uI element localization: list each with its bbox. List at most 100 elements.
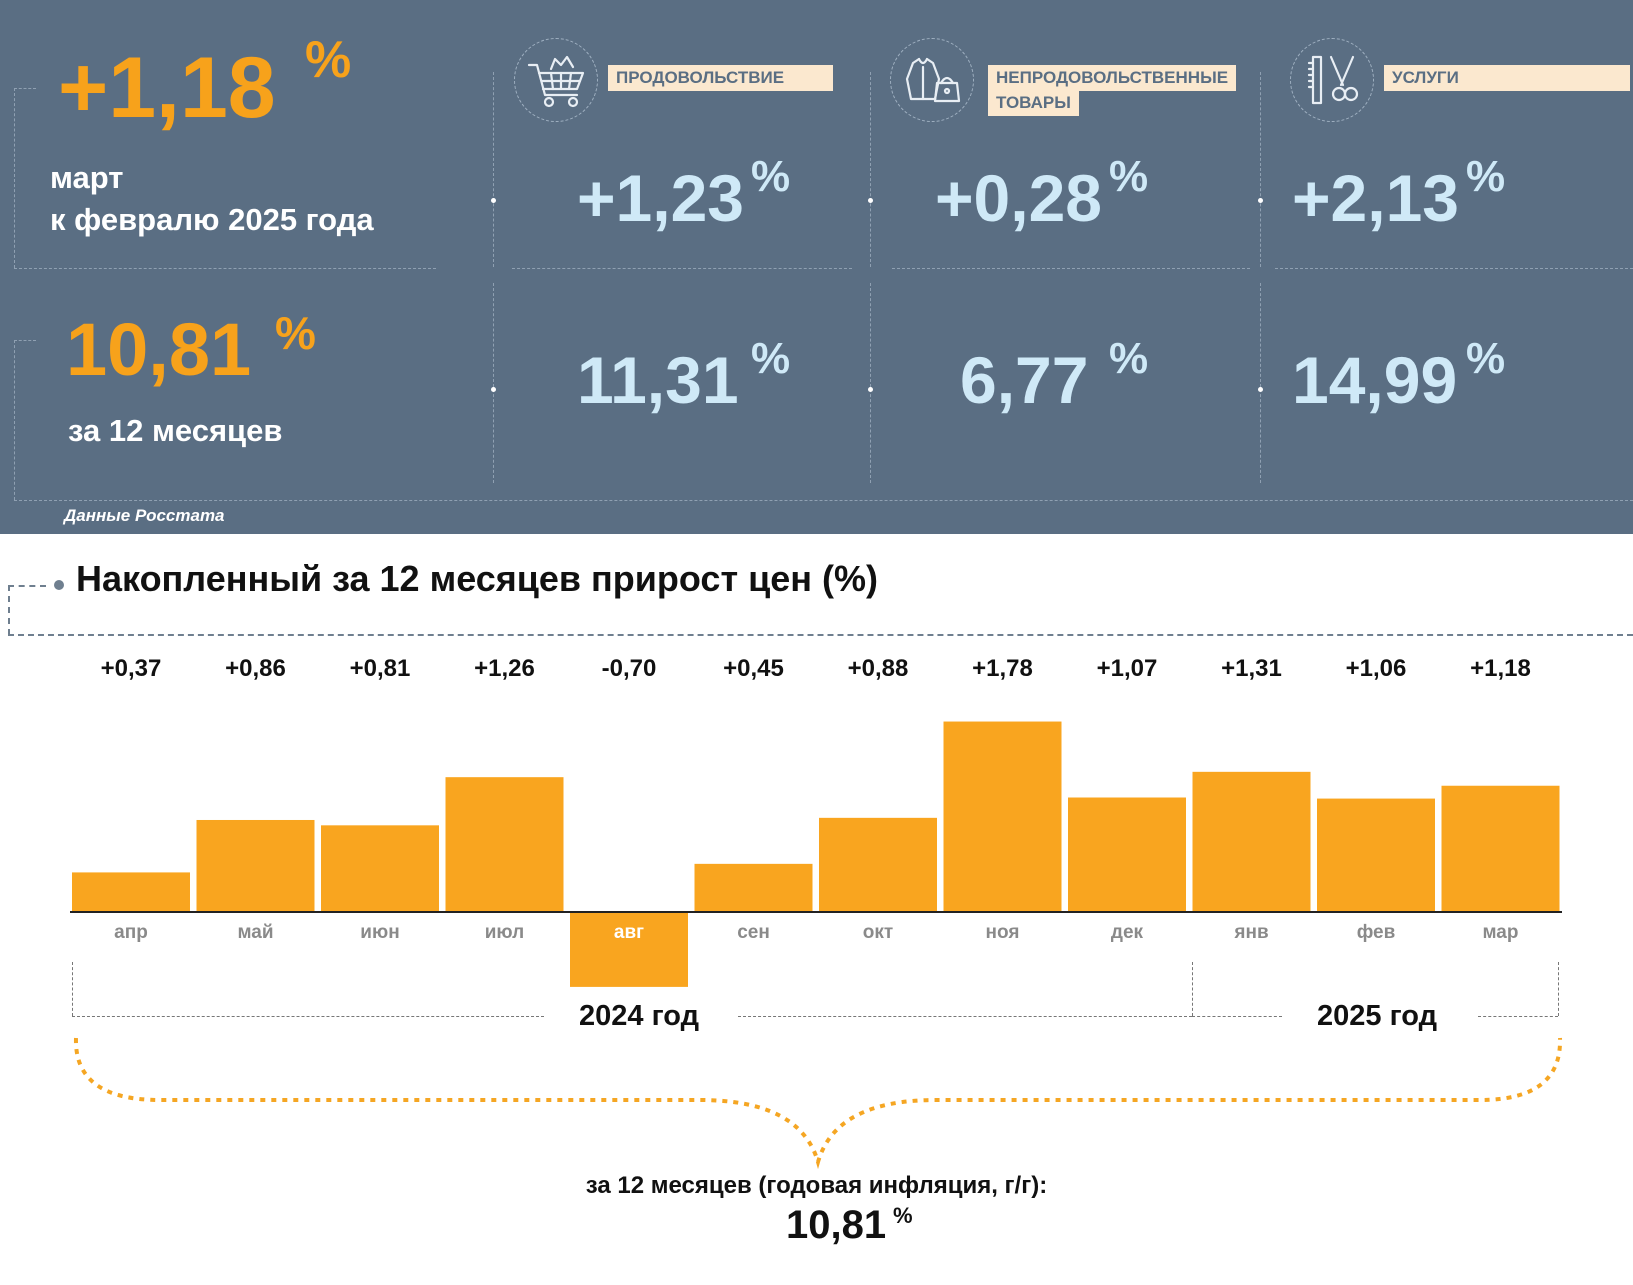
annual-inflation-value: 10,81 [66,308,252,391]
bar-chart: +0,37 апр +0,86 май +0,81 июн +1,26 июл -0,70 авг… [70,655,1562,987]
year-bracket [1558,962,1559,1016]
bar-май [196,819,315,912]
food-monthly-unit: % [751,152,791,201]
category-nonfood-label-line1: НЕПРОДОВОЛЬСТВЕННЫЕ [988,65,1237,91]
bar-сен [694,863,813,912]
bar-янв [1192,771,1311,912]
frame-line [870,283,871,483]
value-label-ноя: +1,78 [972,655,1033,682]
frame-line [1275,268,1633,269]
nonfood-annual-unit: % [1109,334,1149,383]
frame-line [493,283,494,483]
frame-line [14,88,15,268]
title-connector [8,585,10,635]
month-label-окт: окт [863,922,893,943]
category-food-label: ПРОДОВОЛЬСТВИЕ [608,65,833,91]
year-bracket [1192,962,1193,1016]
year-bracket [1478,1016,1558,1017]
frame-line [512,268,852,269]
annual-inflation-unit: % [275,307,316,359]
food-monthly-value: +1,23 [577,161,744,235]
total-unit: % [893,1203,913,1228]
month-label-май: май [237,922,273,943]
frame-line [1260,283,1261,483]
bar-дек [1068,797,1186,912]
monthly-inflation-unit: % [305,31,352,89]
year-bracket [72,1016,544,1017]
food-annual-value: 11,31 [577,343,739,417]
month-label-июн: июн [360,922,399,943]
frame-line [14,500,1633,501]
month-label-июл: июл [485,922,525,943]
food-annual-unit: % [751,334,791,383]
source-note: Данные Росстата [64,506,225,525]
year-bracket [72,962,73,1016]
category-nonfood-label-line2: ТОВАРЫ [988,90,1079,116]
nonfood-monthly-unit: % [1109,152,1149,201]
value-label-авг: -0,70 [602,655,657,682]
row-bullet [1258,387,1263,392]
value-label-окт: +0,88 [848,655,909,682]
monthly-period-line2: к февралю 2025 года [50,202,374,237]
bar-авг [570,912,688,987]
month-label-мар: мар [1483,922,1519,943]
clothing-bag-icon [905,57,961,103]
month-label-фев: фев [1357,922,1396,943]
bar-ноя [943,721,1062,912]
nonfood-icon-frame [890,38,974,122]
total-value: 10,81 [786,1203,887,1247]
services-monthly-value: +2,13 [1292,161,1459,235]
annual-period-label: за 12 месяцев [68,413,283,448]
year-bracket [738,1016,1192,1017]
frame-line [14,340,36,341]
nonfood-monthly-value: +0,28 [935,161,1102,235]
monthly-inflation-value: +1,18 [58,40,276,136]
bar-апр [72,872,190,912]
value-label-май: +0,86 [225,655,286,682]
month-label-апр: апр [114,922,148,943]
row-bullet [1258,198,1263,203]
bar-июн [321,825,439,912]
frame-line [892,268,1250,269]
chart-title: Накопленный за 12 месяцев прирост цен (%… [76,558,878,599]
category-services-label: УСЛУГИ [1384,65,1630,91]
value-label-июн: +0,81 [350,655,411,682]
month-label-дек: дек [1111,922,1144,943]
month-label-авг: авг [614,922,644,943]
row-bullet [491,387,496,392]
title-underline [8,634,1633,636]
value-label-фев: +1,06 [1346,655,1407,682]
bar-июл [445,777,564,912]
frame-line [14,88,36,89]
monthly-period-line1: март [50,160,124,195]
title-connector [8,585,46,587]
bar-мар [1441,785,1560,912]
food-icon-frame [514,38,598,122]
value-label-мар: +1,18 [1470,655,1531,682]
year-label-2024: 2024 год [579,1000,700,1032]
value-label-янв: +1,31 [1221,655,1282,682]
month-label-сен: сен [737,922,770,943]
services-annual-unit: % [1466,334,1506,383]
total-brace [73,1037,1563,1170]
frame-line [493,72,494,267]
services-monthly-unit: % [1466,152,1506,201]
total-label: за 12 месяцев (годовая инфляция, г/г): [585,1172,1048,1199]
title-bullet [54,580,64,590]
value-label-апр: +0,37 [101,655,162,682]
summary-panel: +1,18 % март к февралю 2025 года 10,81 %… [0,0,1633,534]
services-annual-value: 14,99 [1292,343,1458,417]
shopping-cart-icon [527,55,585,108]
month-label-ноя: ноя [986,922,1020,943]
value-label-сен: +0,45 [723,655,784,682]
month-label-янв: янв [1233,922,1268,943]
frame-line [14,340,15,500]
nonfood-annual-value: 6,77 [960,343,1089,417]
services-icon-frame [1290,38,1374,122]
year-label-2025: 2025 год [1317,1000,1438,1032]
row-bullet [491,198,496,203]
value-label-июл: +1,26 [474,655,535,682]
year-bracket [1192,1016,1282,1017]
frame-line [1260,72,1261,267]
frame-line [870,72,871,267]
